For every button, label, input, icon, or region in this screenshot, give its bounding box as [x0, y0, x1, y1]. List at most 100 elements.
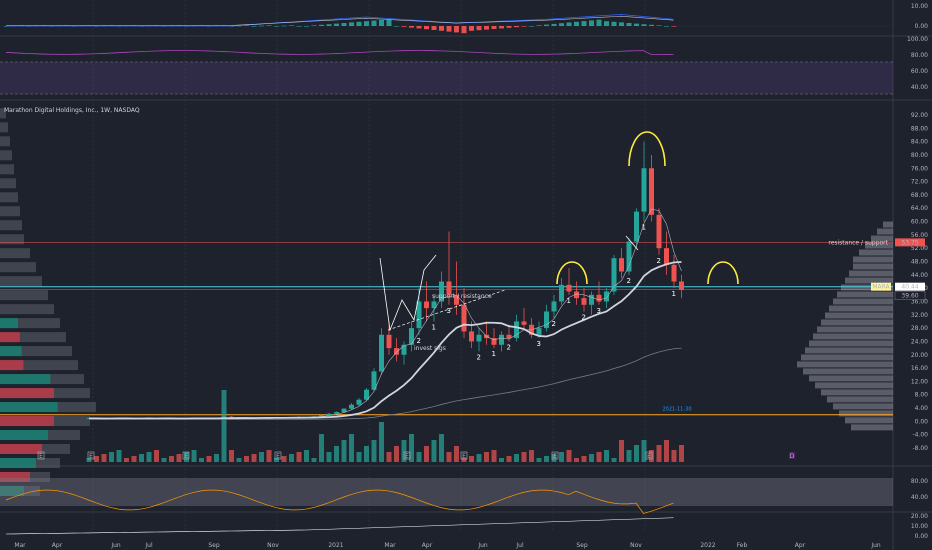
candle-body	[394, 348, 399, 355]
macd-histogram-bar	[521, 26, 527, 27]
volume-bar	[544, 456, 549, 462]
volume-bar	[656, 445, 662, 462]
macd-histogram-bar	[356, 21, 362, 26]
volume-profile-bar	[809, 375, 893, 382]
last-price-tag	[895, 282, 925, 291]
volume-bar	[169, 456, 174, 462]
volume-bar	[214, 454, 219, 462]
volume-bar	[281, 456, 287, 462]
prev-price-tag	[894, 291, 926, 300]
macd-histogram-bar	[469, 26, 474, 31]
last-price-label: 40.44	[901, 284, 918, 291]
candle-body	[379, 334, 384, 372]
volume-profile-bar	[0, 290, 48, 301]
volume-profile-bar	[815, 382, 893, 389]
volume-bar	[484, 452, 489, 462]
volume-profile-bar	[827, 396, 893, 403]
volume-bar	[109, 452, 114, 462]
volume-bar	[199, 458, 204, 462]
ticker-label: MARA	[872, 284, 890, 291]
volume-profile-bar	[0, 220, 22, 231]
event-marker-box	[789, 452, 795, 459]
volume-bar	[461, 458, 467, 462]
macd-histogram-bar	[529, 26, 534, 27]
x-axis-date-label: Jun	[110, 542, 121, 549]
macd-histogram-bar	[364, 21, 369, 26]
macd-histogram-bar	[619, 22, 624, 26]
macd-histogram-bar	[304, 26, 309, 27]
volume-bar	[356, 452, 362, 462]
event-marker: E	[462, 453, 466, 460]
candle-body	[371, 371, 377, 390]
event-marker: E	[276, 453, 280, 460]
candle-body	[611, 258, 617, 292]
volume-bar	[319, 434, 324, 462]
candle-body	[619, 258, 624, 272]
candle-body	[589, 294, 594, 305]
candle-body	[679, 281, 684, 290]
adx-tick-label: 0.00	[915, 533, 929, 540]
volume-profile-bar	[845, 417, 893, 424]
candle-body	[551, 301, 557, 312]
volume-bar	[566, 450, 572, 462]
x-axis-date-label: 2021	[328, 542, 343, 549]
invest-sigs-annotation: invest sigs	[414, 345, 446, 352]
macd-histogram-bar	[251, 26, 257, 27]
volume-bar	[116, 450, 122, 462]
volume-profile-bar	[0, 485, 24, 496]
volume-bar	[604, 450, 609, 462]
price-tick-label: 28.00	[911, 325, 928, 332]
volume-profile-bar	[0, 150, 12, 161]
volume-bar	[559, 452, 564, 462]
event-marker: E	[405, 453, 409, 460]
x-axis-date-label: Sep	[208, 542, 220, 549]
volume-profile-bar	[0, 360, 78, 371]
volume-bar	[206, 456, 212, 462]
volume-profile-bar	[813, 333, 893, 340]
event-marker-box	[460, 451, 468, 460]
volume-profile-bar	[0, 457, 36, 468]
x-axis-date-label: Apr	[422, 542, 433, 549]
volume-bar	[386, 452, 392, 462]
price-tick-label: 76.00	[911, 165, 928, 172]
price-tick-label: -8.00	[912, 445, 928, 452]
volume-bar	[221, 390, 227, 462]
volume-bar	[409, 434, 414, 462]
macd-histogram-bar	[311, 25, 317, 26]
candle-body	[521, 321, 527, 325]
candle-body	[476, 334, 482, 342]
event-marker-box	[87, 451, 95, 460]
x-axis-date-label: Feb	[737, 542, 748, 549]
volume-profile-bar	[0, 444, 42, 455]
stoch-line	[5, 489, 674, 514]
volume-bar	[506, 456, 512, 462]
macd-histogram-bar	[296, 26, 302, 27]
macd-histogram-bar	[416, 26, 422, 29]
macd-histogram-bar	[379, 20, 384, 26]
volume-bar	[469, 456, 474, 462]
support-resistance-annotation: support / resistance	[432, 293, 492, 300]
stoch-band	[0, 478, 893, 506]
macd-histogram-bar	[259, 25, 264, 27]
volume-profile-bar	[801, 354, 893, 361]
macd-histogram-bar	[394, 26, 399, 27]
event-marker-box	[274, 451, 282, 460]
macd-histogram-bar	[514, 26, 519, 28]
candle-body	[499, 334, 504, 345]
volume-profile-bar	[839, 410, 893, 417]
price-tick-label: 16.00	[911, 365, 928, 372]
volume-profile-bar	[851, 424, 893, 431]
macd-histogram-bar	[641, 24, 647, 26]
price-tick-label: 64.00	[911, 205, 928, 212]
volume-bar	[154, 450, 159, 462]
volume-bar	[574, 458, 579, 462]
macd-histogram-bar	[386, 19, 392, 26]
event-marker: E	[39, 453, 43, 460]
macd-histogram-bar	[371, 20, 377, 26]
x-axis-date-label: Apr	[795, 542, 806, 549]
ma-long	[88, 261, 682, 420]
x-axis-date-label: Nov	[267, 542, 279, 549]
volume-profile-bar	[0, 206, 20, 217]
volume-profile-bar	[0, 108, 6, 119]
